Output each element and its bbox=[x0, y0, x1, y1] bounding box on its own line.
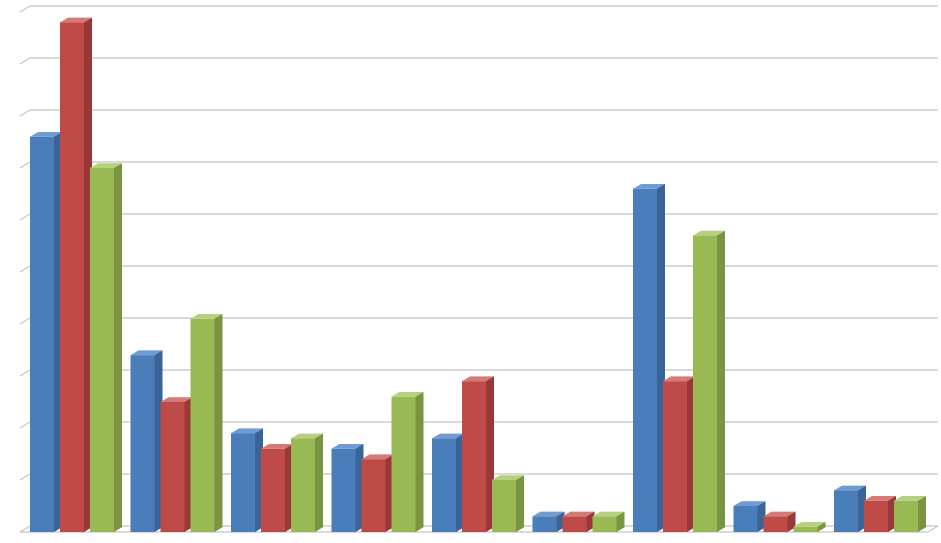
bar bbox=[533, 516, 557, 532]
bar bbox=[663, 381, 687, 532]
bar bbox=[894, 501, 918, 532]
bar bbox=[261, 449, 285, 532]
bar bbox=[362, 459, 386, 532]
bar bbox=[60, 22, 84, 532]
bar bbox=[764, 516, 788, 532]
bar bbox=[794, 527, 818, 532]
bar bbox=[492, 480, 516, 532]
bar bbox=[593, 516, 617, 532]
bar bbox=[834, 490, 858, 532]
bar bbox=[191, 319, 215, 532]
bar bbox=[633, 189, 657, 532]
bar bbox=[291, 438, 315, 532]
bar bbox=[432, 438, 456, 532]
bar bbox=[30, 137, 54, 532]
bar bbox=[231, 433, 255, 532]
bar bbox=[864, 501, 888, 532]
bar bbox=[90, 168, 114, 532]
bar bbox=[392, 397, 416, 532]
bar bbox=[131, 355, 155, 532]
bar bbox=[462, 381, 486, 532]
bar bbox=[563, 516, 587, 532]
bar bbox=[693, 236, 717, 532]
bar bbox=[332, 449, 356, 532]
bars bbox=[20, 6, 928, 532]
bar bbox=[734, 506, 758, 532]
bar bbox=[161, 402, 185, 532]
